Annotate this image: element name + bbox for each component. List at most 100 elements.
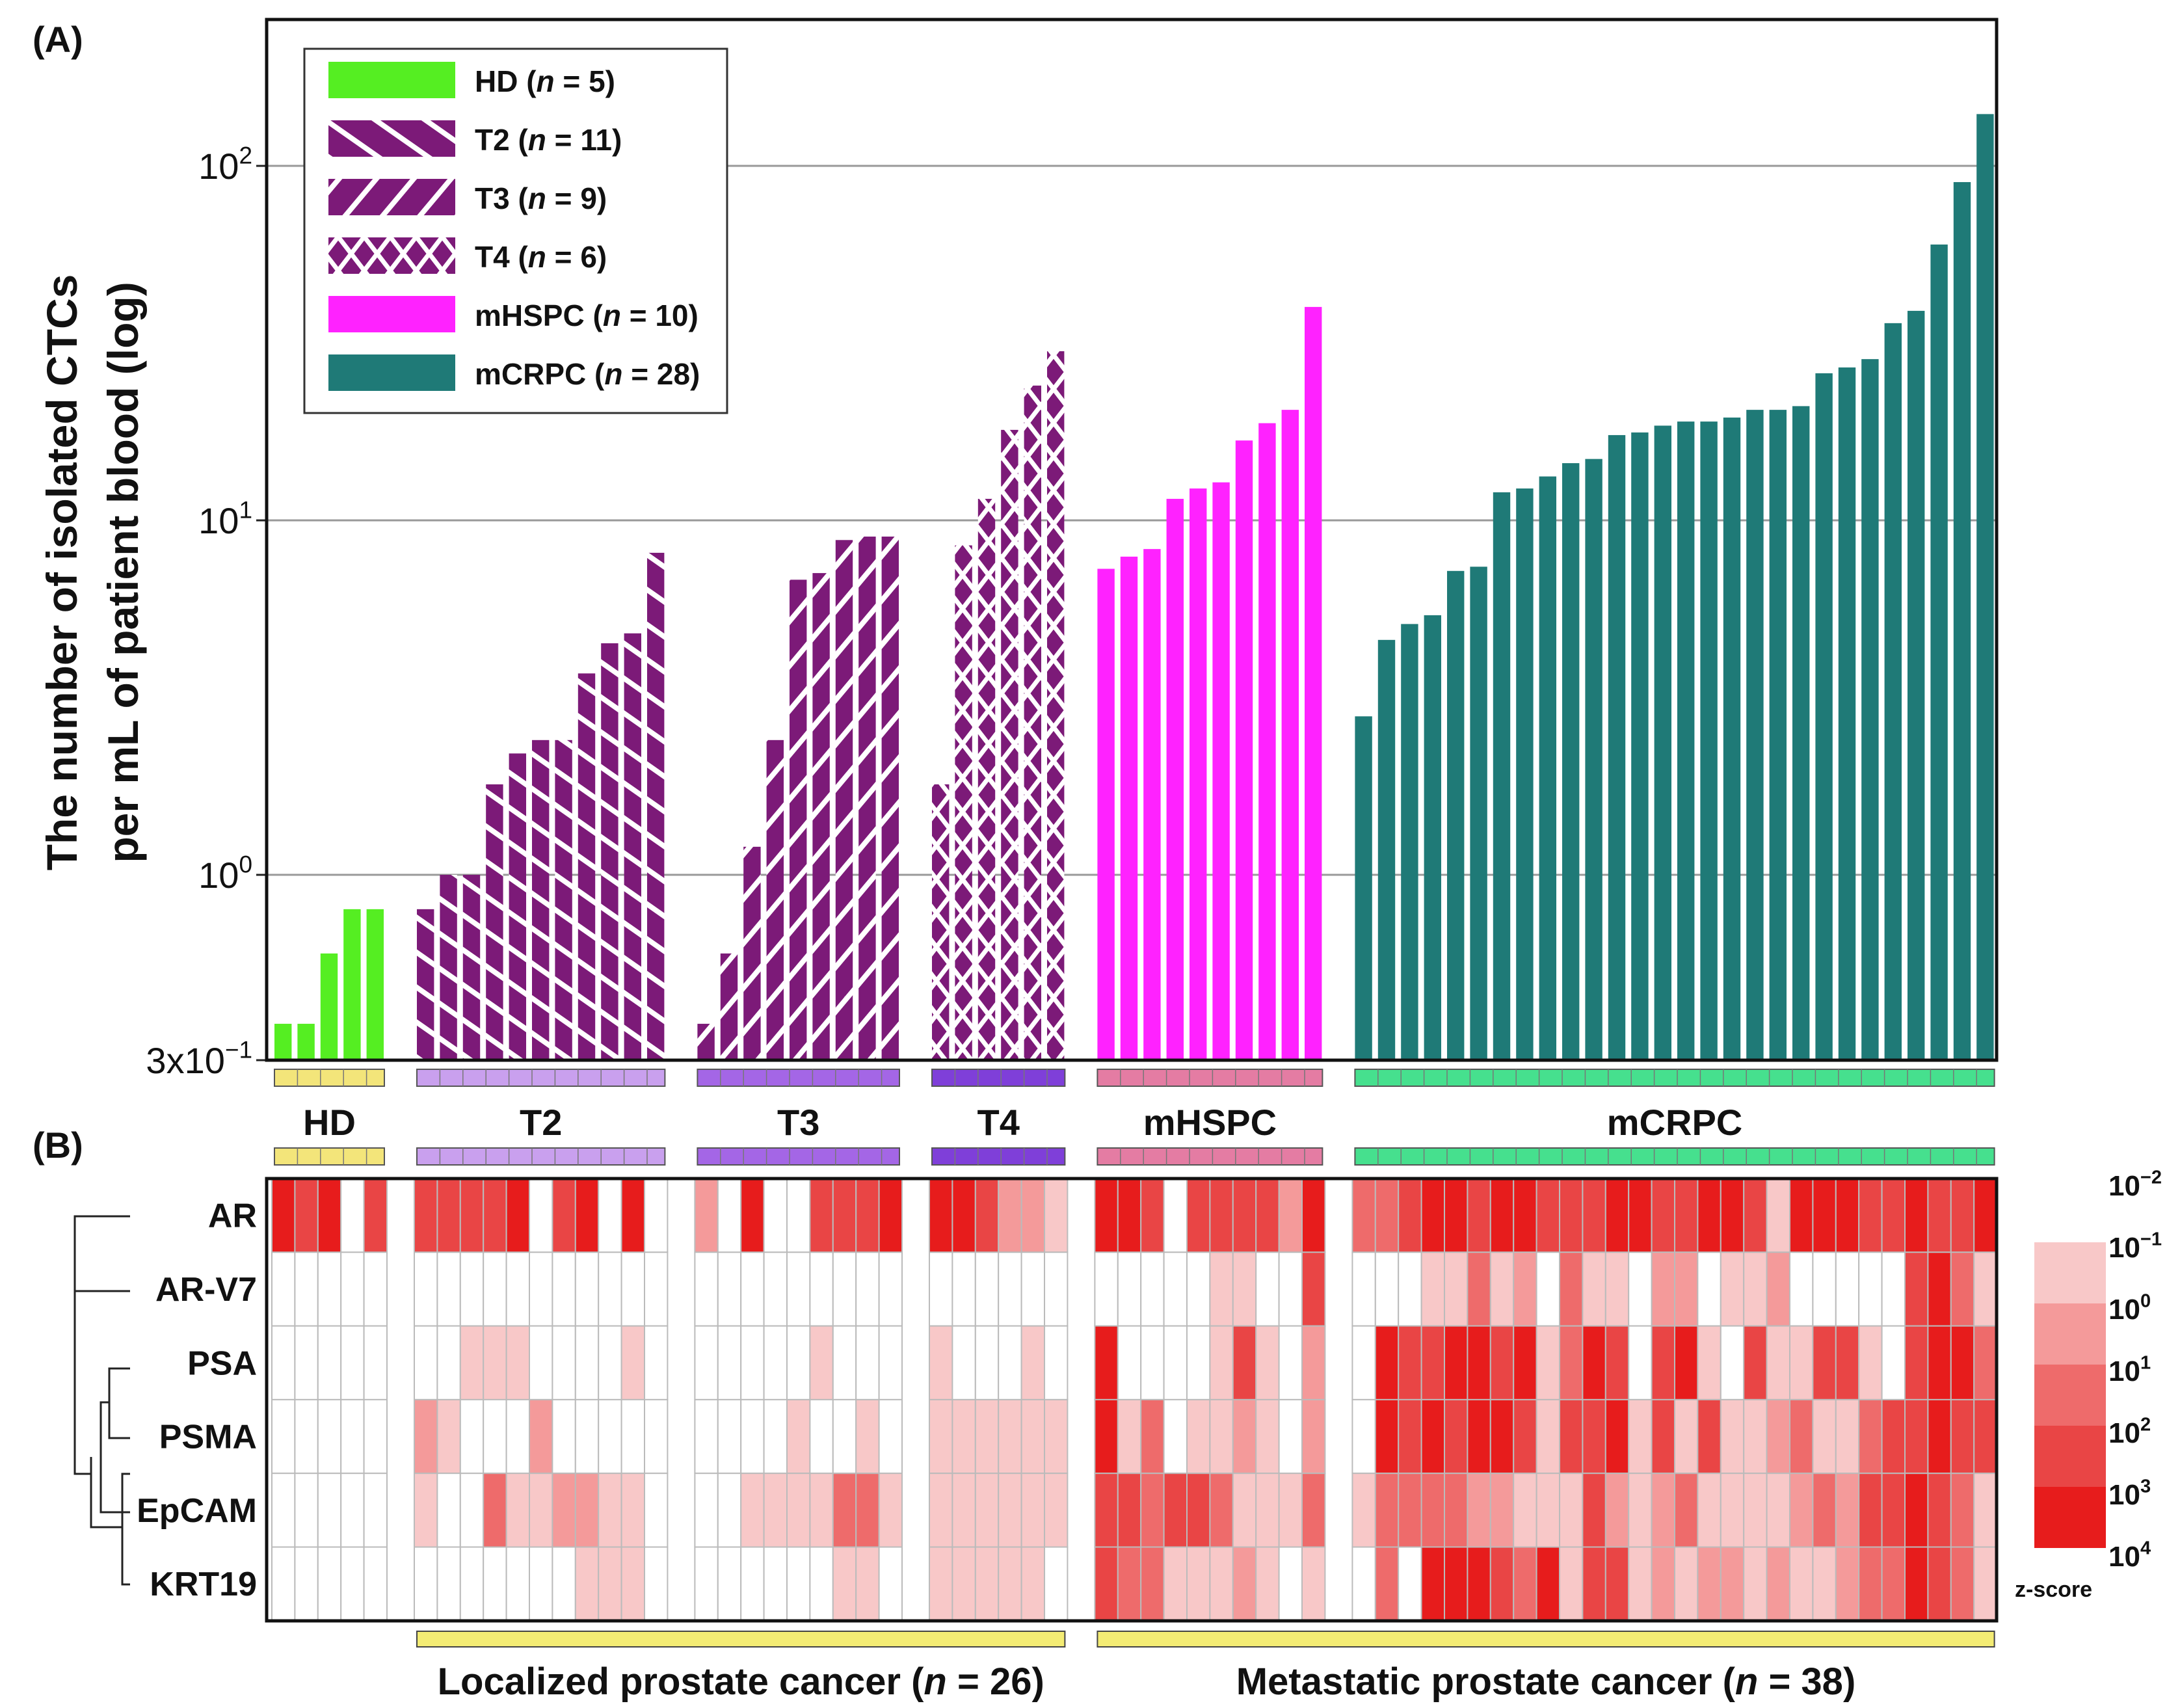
heatmap-cell: [1301, 1473, 1326, 1548]
heatmap-cell: [1255, 1398, 1280, 1474]
heatmap-cell: [644, 1398, 669, 1474]
heatmap-cell: [1697, 1398, 1722, 1474]
heatmap-cell: [1186, 1251, 1211, 1327]
group-track-t2: [416, 1147, 666, 1166]
heatmap-cell: [1973, 1546, 1998, 1621]
heatmap-cell: [1255, 1251, 1280, 1327]
heatmap-cell: [1766, 1325, 1791, 1400]
heatmap-cell: [1927, 1325, 1952, 1400]
heatmap-cell: [1789, 1251, 1814, 1327]
heatmap-cell: [1094, 1251, 1119, 1327]
heatmap-cell: [1374, 1546, 1400, 1621]
heatmap-cell: [1209, 1398, 1234, 1474]
heatmap-cell: [951, 1178, 976, 1253]
heatmap-cell: [317, 1398, 342, 1474]
heatmap-cell: [271, 1473, 296, 1548]
legend-label-hd: HD (n = 5): [475, 64, 615, 98]
heatmap-cell: [620, 1473, 645, 1548]
bar-mhspc: [1143, 549, 1161, 1060]
heatmap-cell: [1094, 1325, 1119, 1400]
bar-mhspc: [1212, 482, 1230, 1060]
bar-mhspc: [1120, 556, 1138, 1060]
heatmap-cell: [974, 1398, 1000, 1474]
bar-mcrpc: [1654, 425, 1671, 1060]
heatmap-cell: [459, 1325, 485, 1400]
heatmap-cell: [1743, 1178, 1768, 1253]
heatmap-cell: [1973, 1473, 1998, 1548]
colorbar-label: 103: [2108, 1476, 2151, 1511]
heatmap-cell: [740, 1398, 765, 1474]
heatmap-cell: [459, 1178, 485, 1253]
heatmap-cell: [1720, 1398, 1745, 1474]
heatmap-cell: [809, 1546, 834, 1621]
heatmap-cell: [1973, 1251, 1998, 1327]
heatmap-cell: [1812, 1473, 1837, 1548]
heatmap-cell: [1044, 1251, 1069, 1327]
heatmap-cell: [1651, 1325, 1676, 1400]
bar-mcrpc: [1769, 410, 1787, 1060]
heatmap-cell: [1881, 1398, 1906, 1474]
heatmap-cell: [855, 1473, 880, 1548]
heatmap-cell: [574, 1325, 600, 1400]
heatmap-cell: [294, 1398, 319, 1474]
heatmap-cell: [1835, 1398, 1860, 1474]
heatmap-cell: [598, 1546, 622, 1621]
bar-t3: [858, 536, 876, 1060]
bracket-bar: [1097, 1631, 1995, 1648]
heatmap-cell: [505, 1178, 530, 1253]
heatmap-cell: [317, 1325, 342, 1400]
heatmap-cell: [998, 1546, 1022, 1621]
bar-mcrpc: [1930, 244, 1948, 1060]
bar-mcrpc: [1838, 367, 1856, 1061]
heatmap-cell: [271, 1251, 296, 1327]
legend-label-t3: T3 (n = 9): [475, 181, 607, 215]
legend-label-t2: T2 (n = 11): [475, 123, 622, 157]
bar-t2: [601, 643, 618, 1060]
heatmap-cell: [1140, 1398, 1165, 1474]
heatmap-cell: [1351, 1325, 1376, 1400]
heatmap-cell: [1766, 1178, 1791, 1253]
heatmap-cell: [951, 1398, 976, 1474]
group-label-t3: T3: [777, 1102, 819, 1143]
heatmap-cell: [1674, 1473, 1699, 1548]
bar-t2: [647, 552, 665, 1060]
plot-frame: [265, 18, 1999, 1062]
bar-mcrpc: [1677, 421, 1695, 1060]
colorbar-label: 10−2: [2108, 1168, 2162, 1202]
group-track-hd: [274, 1147, 385, 1166]
heatmap-cell: [1720, 1251, 1745, 1327]
heatmap-cell: [459, 1546, 485, 1621]
heatmap-cell: [1444, 1325, 1469, 1400]
heatmap-cell: [483, 1251, 507, 1327]
heatmap-cell: [855, 1398, 880, 1474]
heatmap-cell: [363, 1473, 388, 1548]
heatmap-cell: [1835, 1473, 1860, 1548]
heatmap-cell: [763, 1251, 788, 1327]
heatmap-cell: [1020, 1178, 1045, 1253]
heatmap-cell: [1674, 1178, 1699, 1253]
heatmap-cell: [786, 1325, 811, 1400]
heatmap-cell: [1950, 1398, 1975, 1474]
heatmap-cell: [1420, 1473, 1446, 1548]
heatmap-cell: [552, 1251, 576, 1327]
colorbar-segment: [2034, 1487, 2106, 1548]
heatmap-cell: [694, 1473, 719, 1548]
gene-labels: AR AR-V7 PSA PSMA EpCAM KRT19: [137, 1197, 257, 1603]
heatmap-cell: [1881, 1251, 1906, 1327]
heatmap-cell: [1044, 1546, 1069, 1621]
heatmap-cell: [1467, 1398, 1491, 1474]
bar-mcrpc: [1470, 567, 1487, 1060]
heatmap-cell: [694, 1398, 719, 1474]
heatmap-cell: [340, 1178, 365, 1253]
heatmap-cell: [294, 1325, 319, 1400]
heatmap-cell: [1720, 1546, 1745, 1621]
heatmap-cell: [832, 1546, 857, 1621]
heatmap-cell: [1651, 1546, 1676, 1621]
heatmap-cell: [436, 1546, 461, 1621]
heatmap-cell: [1020, 1398, 1045, 1474]
heatmap-cell: [809, 1178, 834, 1253]
bar-t2: [555, 740, 572, 1060]
heatmap-cell: [1858, 1178, 1883, 1253]
heatmap-cell: [1582, 1473, 1606, 1548]
bar-hd: [274, 1024, 292, 1060]
